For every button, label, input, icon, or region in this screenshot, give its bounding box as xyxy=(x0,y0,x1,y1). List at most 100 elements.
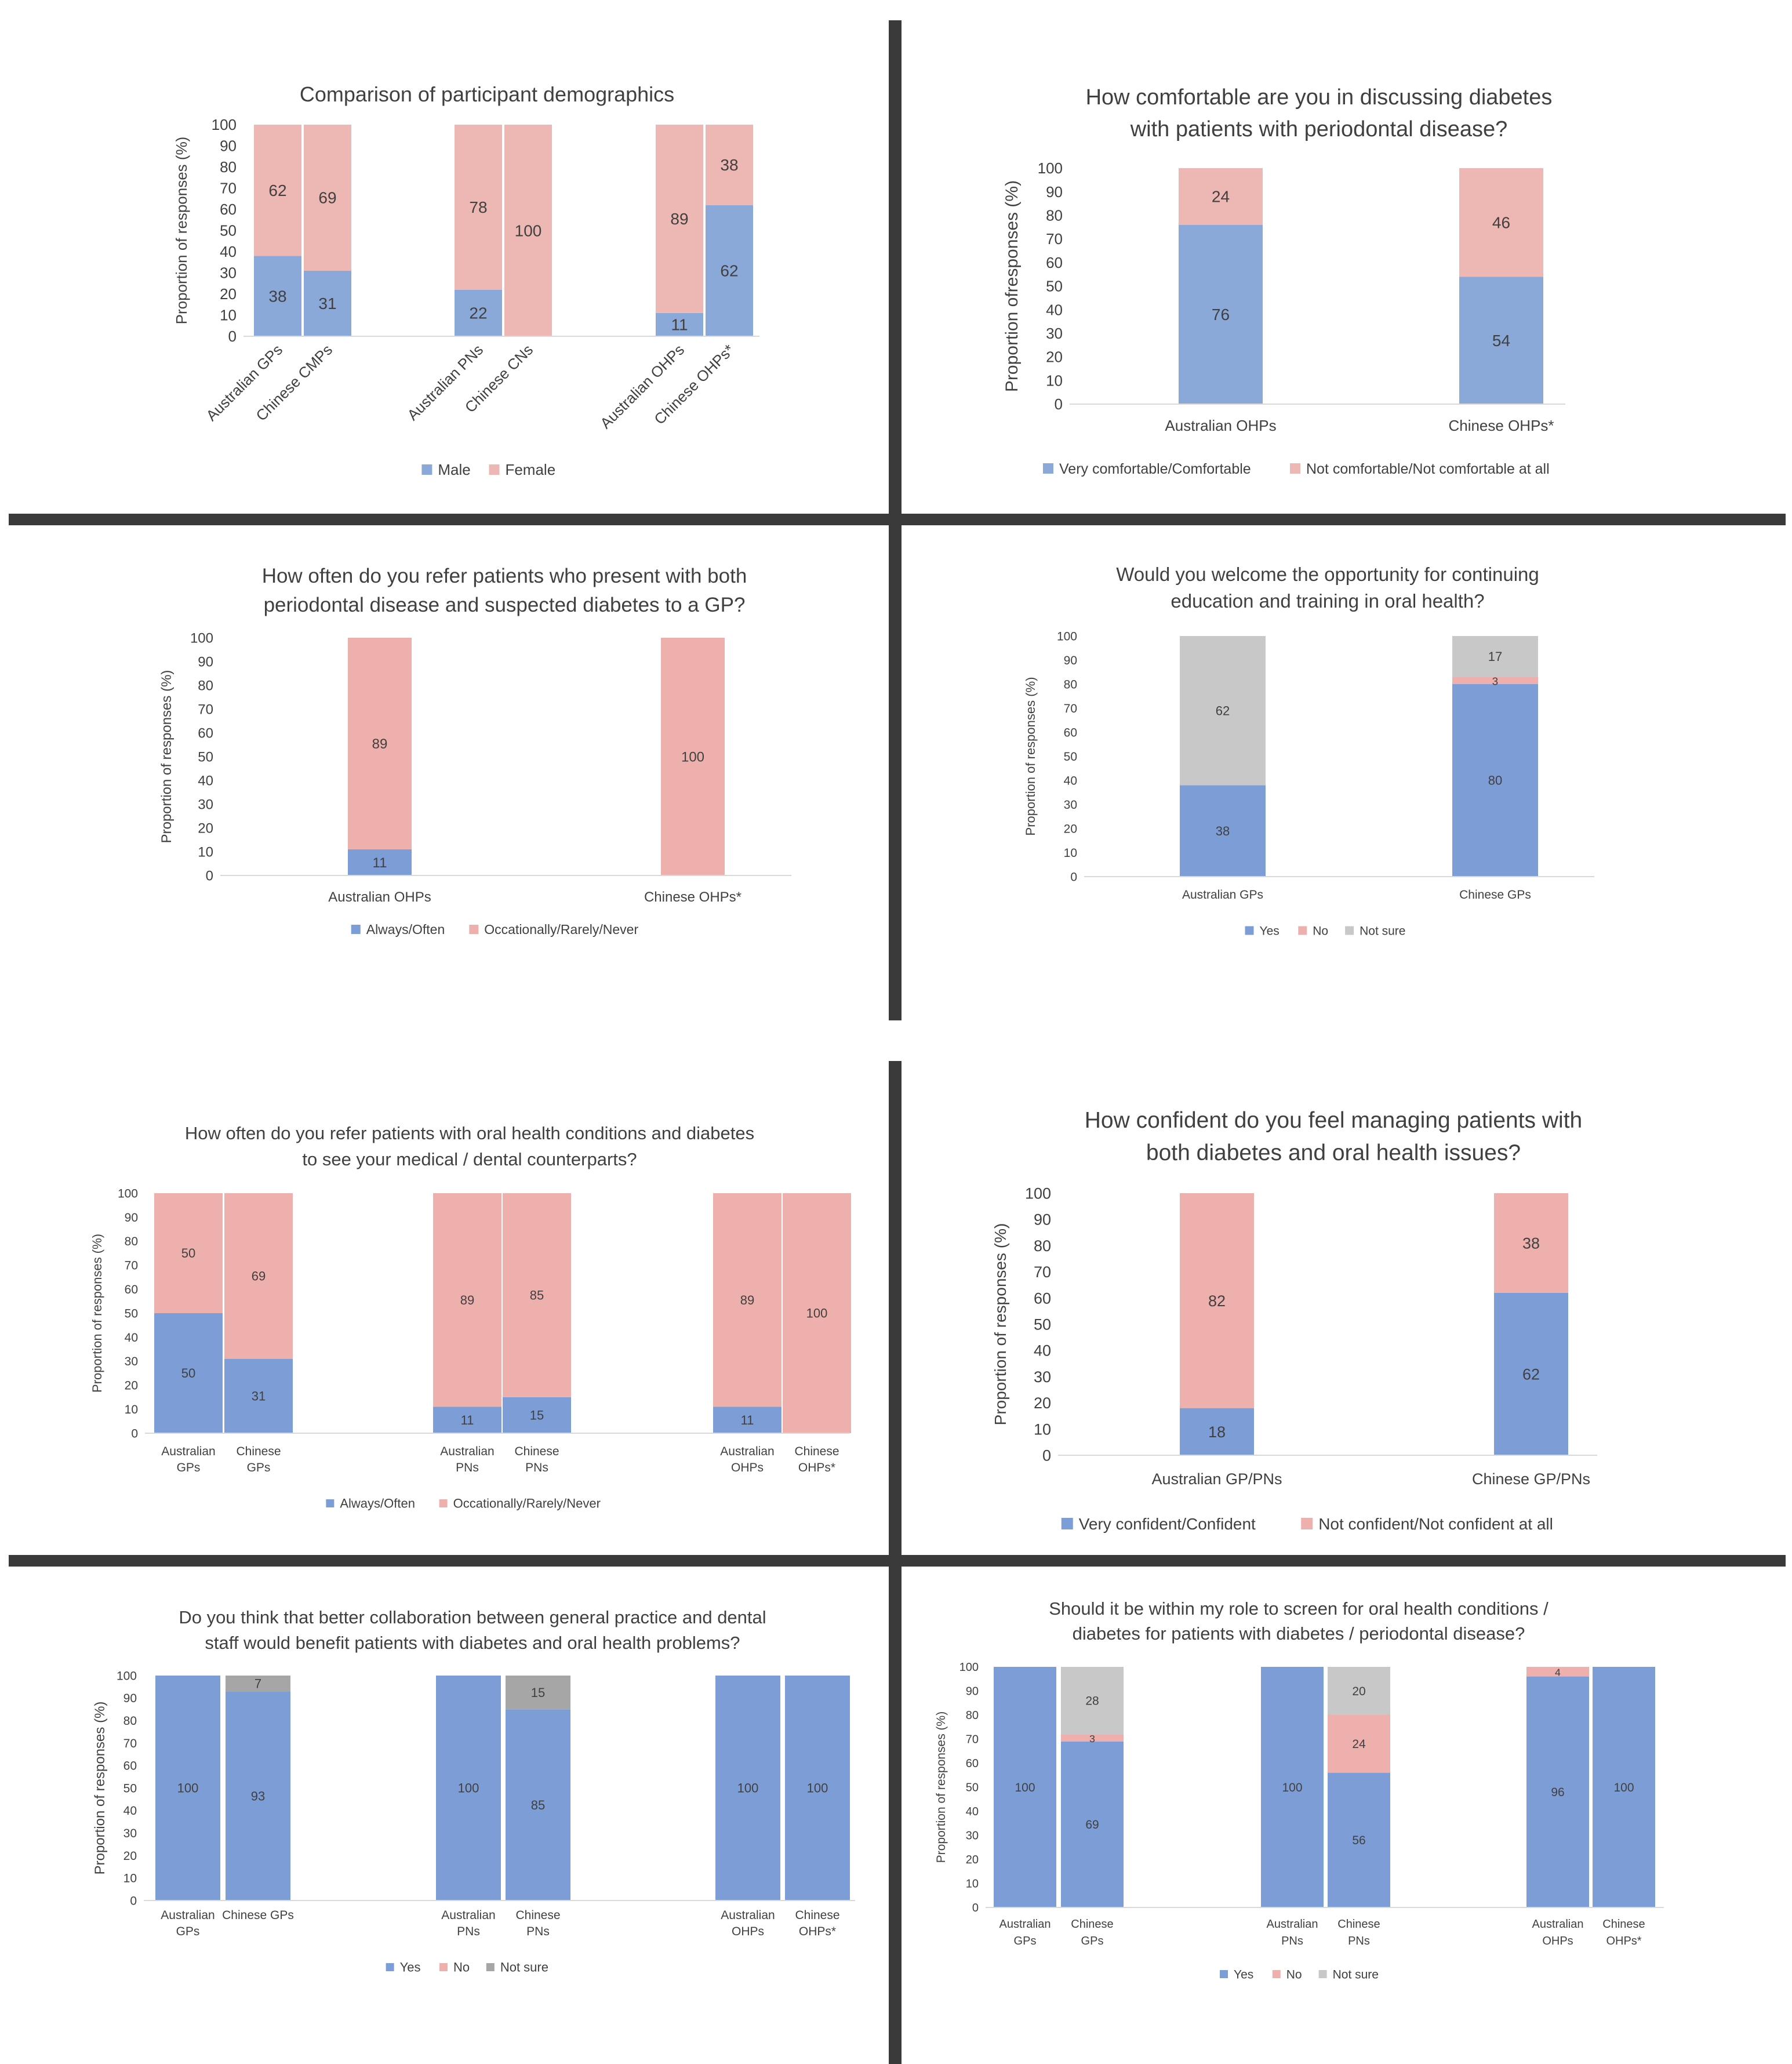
data-label: 31 xyxy=(318,295,336,312)
chart-title: Should it be within my role to screen fo… xyxy=(1049,1598,1549,1619)
y-tick-label: 10 xyxy=(125,1403,138,1416)
data-label: 3 xyxy=(1492,675,1498,687)
data-label: 17 xyxy=(1488,649,1502,664)
data-label: 38 xyxy=(1522,1234,1540,1252)
y-tick-label: 70 xyxy=(1046,230,1063,248)
y-tick-label: 80 xyxy=(1034,1237,1051,1255)
data-label: 100 xyxy=(177,1781,199,1796)
bar-segment xyxy=(1452,636,1538,677)
data-label: 89 xyxy=(372,736,388,752)
bar-segment xyxy=(155,1676,220,1901)
y-tick-label: 60 xyxy=(125,1283,138,1296)
legend-swatch xyxy=(1301,1518,1313,1529)
legend-swatch xyxy=(1318,1970,1327,1978)
y-tick-label: 50 xyxy=(1034,1316,1051,1333)
x-tick-label: GPs xyxy=(247,1461,271,1474)
bar-segment xyxy=(1328,1667,1390,1715)
data-label: 80 xyxy=(1488,773,1502,788)
y-axis-label: Proportion of responses (%) xyxy=(90,1234,104,1393)
data-label: 62 xyxy=(720,262,738,280)
y-tick-label: 40 xyxy=(220,243,237,260)
legend-swatch xyxy=(1061,1518,1073,1529)
data-label: 96 xyxy=(1551,1786,1564,1799)
y-axis-label: Proportion of responses (%) xyxy=(935,1711,948,1863)
data-label: 100 xyxy=(681,749,704,765)
bar-segment xyxy=(1180,636,1266,786)
legend-swatch xyxy=(439,1963,448,1971)
x-tick-label: OHPs* xyxy=(799,1925,836,1938)
legend-label: Yes xyxy=(400,1960,421,1975)
legend-label: Yes xyxy=(1234,1968,1253,1981)
legend-swatch xyxy=(421,464,432,475)
legend-swatch xyxy=(1220,1970,1228,1978)
data-label: 15 xyxy=(530,1408,544,1423)
bar-segment xyxy=(1593,1667,1655,1907)
data-label: 89 xyxy=(670,210,688,228)
data-label: 46 xyxy=(1492,213,1510,231)
y-tick-label: 10 xyxy=(123,1872,137,1885)
y-tick-label: 80 xyxy=(220,158,237,176)
y-tick-label: 50 xyxy=(966,1782,979,1794)
legend-label: No xyxy=(453,1960,470,1975)
y-tick-label: 10 xyxy=(220,307,237,324)
x-tick-label: Chinese GP/PNs xyxy=(1472,1470,1590,1488)
bar-segment xyxy=(713,1193,781,1407)
x-tick-label: Australian xyxy=(440,1445,494,1458)
bar-segment xyxy=(436,1676,501,1901)
y-tick-label: 70 xyxy=(1064,702,1077,715)
x-tick-label: OHPs xyxy=(1542,1935,1573,1947)
y-tick-label: 20 xyxy=(123,1849,137,1863)
bar-segment xyxy=(661,638,725,875)
bar-segment xyxy=(783,1193,851,1433)
y-tick-label: 20 xyxy=(1046,348,1063,366)
bar-segment xyxy=(656,312,703,336)
bar-segment xyxy=(1179,168,1263,225)
y-tick-label: 100 xyxy=(1025,1184,1051,1202)
data-label: 100 xyxy=(1613,1781,1634,1794)
legend-label: Male xyxy=(438,461,470,478)
chart-title: How often do you refer patients who pres… xyxy=(262,565,747,587)
y-tick-label: 90 xyxy=(198,654,213,670)
bar-segment xyxy=(503,1193,571,1397)
bar-segment xyxy=(1061,1667,1124,1735)
data-label: 78 xyxy=(469,198,487,216)
y-tick-label: 20 xyxy=(220,285,237,303)
data-label: 18 xyxy=(1208,1423,1226,1441)
y-tick-label: 40 xyxy=(123,1804,137,1818)
data-label: 54 xyxy=(1492,332,1510,350)
legend-label: Not comfortable/Not comfortable at all xyxy=(1306,461,1550,477)
legend-label: Very confident/Confident xyxy=(1079,1515,1256,1533)
y-tick-label: 90 xyxy=(1046,183,1063,201)
y-tick-label: 50 xyxy=(125,1307,138,1320)
chart-title: periodontal disease and suspected diabet… xyxy=(264,594,746,616)
data-label: 69 xyxy=(252,1269,266,1284)
data-label: 22 xyxy=(469,304,487,322)
legend-label: Female xyxy=(505,461,555,478)
bar-segment xyxy=(1261,1667,1324,1907)
legend-label: Not confident/Not confident at all xyxy=(1318,1515,1553,1533)
y-tick-label: 10 xyxy=(1046,372,1063,389)
y-tick-label: 80 xyxy=(125,1235,138,1248)
y-tick-label: 30 xyxy=(966,1830,979,1843)
data-label: 31 xyxy=(252,1389,266,1404)
chart-title: Would you welcome the opportunity for co… xyxy=(1116,564,1539,585)
x-tick-label: GPs xyxy=(1081,1935,1104,1947)
chart-title: How confident do you feel managing patie… xyxy=(1085,1108,1583,1133)
y-tick-label: 70 xyxy=(1034,1263,1051,1281)
y-tick-label: 0 xyxy=(1070,870,1077,884)
data-label: 11 xyxy=(461,1413,474,1427)
x-tick-label: Chinese OHPs* xyxy=(1448,417,1554,434)
y-tick-label: 90 xyxy=(220,137,237,155)
x-tick-label: OHPs xyxy=(732,1925,764,1938)
y-axis-label: Proportion of responses (%) xyxy=(173,137,190,325)
x-tick-label: PNs xyxy=(1281,1935,1303,1947)
y-tick-label: 80 xyxy=(123,1714,137,1728)
y-tick-label: 20 xyxy=(1064,822,1077,835)
y-tick-label: 70 xyxy=(198,702,213,717)
x-tick-label: PNs xyxy=(526,1925,550,1938)
y-tick-label: 100 xyxy=(118,1187,138,1200)
bar-segment xyxy=(154,1313,223,1433)
y-tick-label: 50 xyxy=(220,222,237,239)
bar-segment xyxy=(1452,684,1538,877)
